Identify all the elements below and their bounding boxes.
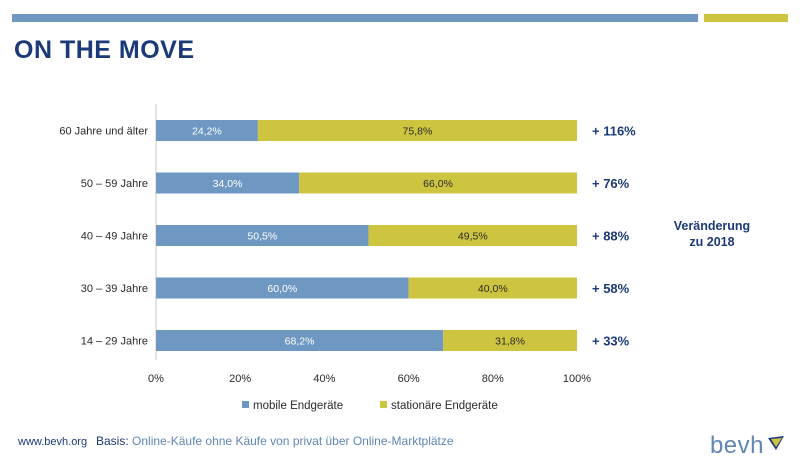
change-value: + 58% bbox=[592, 281, 630, 296]
data-label: 75,8% bbox=[403, 126, 433, 138]
x-tick-label: 60% bbox=[398, 373, 420, 385]
legend-label: mobile Endgeräte bbox=[253, 400, 343, 412]
data-label: 34,0% bbox=[213, 178, 243, 190]
data-label: 40,0% bbox=[478, 283, 508, 295]
data-label: 31,8% bbox=[495, 336, 525, 348]
data-label: 24,2% bbox=[192, 126, 222, 138]
legend-swatch bbox=[242, 401, 249, 408]
bevh-logo: bevh bbox=[710, 432, 764, 460]
footer-url[interactable]: www.bevh.org bbox=[18, 436, 87, 448]
data-label: 66,0% bbox=[423, 178, 453, 190]
x-tick-label: 40% bbox=[313, 373, 335, 385]
footer-basis: Basis: Online-Käufe ohne Käufe von priva… bbox=[96, 434, 454, 448]
legend-swatch bbox=[380, 401, 387, 408]
x-tick-label: 100% bbox=[563, 373, 591, 385]
footer-basis-text: Online-Käufe ohne Käufe von privat über … bbox=[132, 434, 454, 448]
change-value: + 76% bbox=[592, 176, 630, 191]
x-axis-ticks: 0% 20% 40% 60% 80% 100% bbox=[148, 373, 591, 385]
change-value: + 88% bbox=[592, 229, 630, 244]
category-label: 40 – 49 Jahre bbox=[81, 231, 148, 243]
data-label: 60,0% bbox=[267, 283, 297, 295]
x-tick-label: 20% bbox=[229, 373, 251, 385]
change-label-line1: Veränderung bbox=[660, 218, 764, 234]
bar-group: 60 Jahre und älter 24,2% 75,8% + 116% 50 – 5… bbox=[59, 120, 636, 351]
footer-basis-label: Basis: bbox=[96, 434, 129, 448]
x-tick-label: 0% bbox=[148, 373, 164, 385]
legend-label: stationäre Endgeräte bbox=[391, 400, 498, 412]
change-label: Veränderung zu 2018 bbox=[660, 218, 764, 250]
change-label-line2: zu 2018 bbox=[660, 234, 764, 250]
change-value: + 33% bbox=[592, 334, 630, 349]
data-label: 50,5% bbox=[247, 231, 277, 243]
category-label: 30 – 39 Jahre bbox=[81, 283, 148, 295]
category-label: 14 – 29 Jahre bbox=[81, 336, 148, 348]
category-label: 60 Jahre und älter bbox=[59, 126, 148, 138]
change-value: + 116% bbox=[592, 124, 636, 139]
data-label: 49,5% bbox=[458, 231, 488, 243]
x-tick-label: 80% bbox=[482, 373, 504, 385]
logo-mark-icon bbox=[768, 436, 784, 450]
data-label: 68,2% bbox=[285, 336, 315, 348]
legend: mobile Endgeräte stationäre Endgeräte bbox=[242, 400, 498, 412]
category-label: 50 – 59 Jahre bbox=[81, 178, 148, 190]
